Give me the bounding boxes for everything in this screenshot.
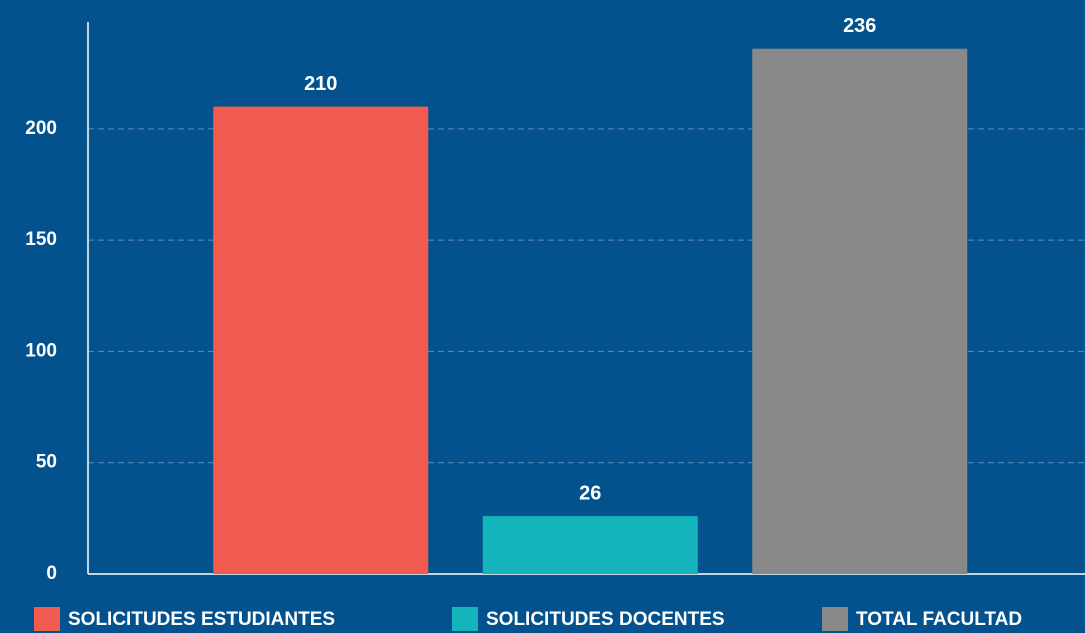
legend-swatch <box>34 607 60 631</box>
y-tick-label: 150 <box>25 229 57 250</box>
y-tick-label: 50 <box>36 452 57 473</box>
y-tick-label: 100 <box>25 340 57 361</box>
legend-label: TOTAL FACULTAD <box>856 609 1022 630</box>
bar <box>213 106 429 575</box>
legend-swatch <box>452 607 478 631</box>
y-tick-label: 0 <box>46 563 57 584</box>
value-label: 236 <box>843 15 876 37</box>
value-label: 210 <box>304 73 337 95</box>
bar <box>482 516 698 574</box>
y-tick-label: 200 <box>25 118 57 139</box>
bar <box>752 48 968 575</box>
value-label: 26 <box>579 482 601 504</box>
legend-swatch <box>822 607 848 631</box>
legend-label: SOLICITUDES DOCENTES <box>486 609 725 630</box>
legend-label: SOLICITUDES ESTUDIANTES <box>68 609 335 630</box>
